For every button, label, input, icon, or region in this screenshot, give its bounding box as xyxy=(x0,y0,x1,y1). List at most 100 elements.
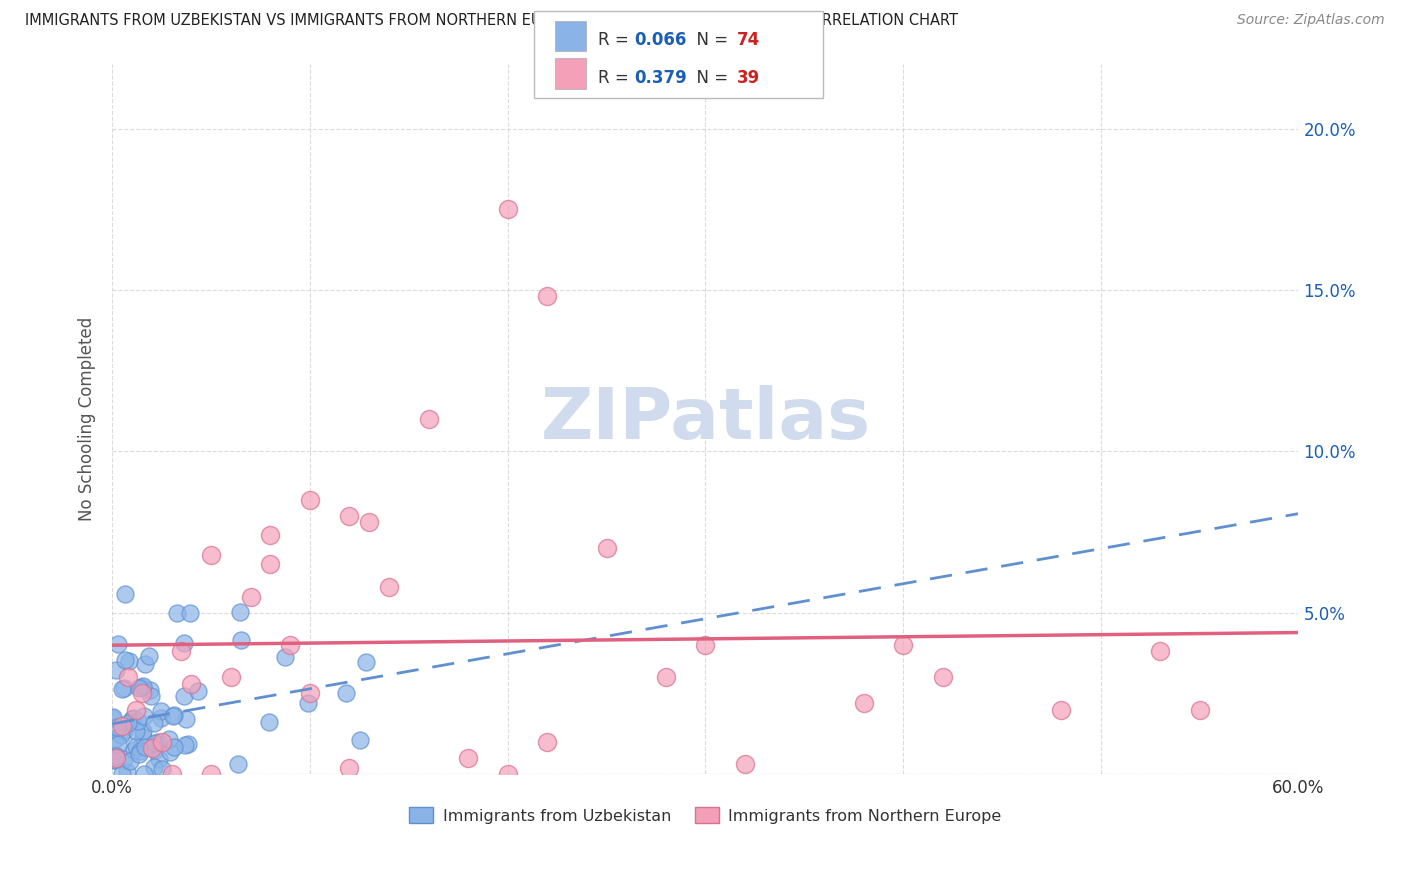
Point xyxy=(852,696,875,710)
Point xyxy=(187,684,209,698)
Point xyxy=(1188,702,1211,716)
Text: R =: R = xyxy=(598,31,634,49)
Point xyxy=(112,724,135,739)
Point xyxy=(125,739,148,753)
Point xyxy=(179,606,201,620)
Point xyxy=(132,730,155,744)
Point xyxy=(163,739,186,754)
Point xyxy=(536,735,558,749)
Point xyxy=(339,761,361,775)
Point xyxy=(157,731,180,746)
Point xyxy=(298,686,321,700)
Point xyxy=(110,728,132,742)
Point xyxy=(107,637,129,651)
Point xyxy=(111,681,134,696)
Text: R =: R = xyxy=(598,69,634,87)
Point xyxy=(173,635,195,649)
Point xyxy=(114,652,136,666)
Point xyxy=(111,719,134,733)
Point xyxy=(107,737,129,751)
Point xyxy=(117,670,139,684)
Text: 74: 74 xyxy=(737,31,761,49)
Point xyxy=(134,739,156,754)
Text: N =: N = xyxy=(686,69,734,87)
Text: 39: 39 xyxy=(737,69,761,87)
Point xyxy=(138,648,160,663)
Point xyxy=(378,580,401,594)
Point xyxy=(121,713,143,727)
Point xyxy=(128,681,150,696)
Point xyxy=(141,741,163,756)
Point xyxy=(103,754,125,768)
Point xyxy=(354,655,377,669)
Point xyxy=(359,516,381,530)
Point xyxy=(174,712,197,726)
Point xyxy=(143,736,166,750)
Point xyxy=(138,683,160,698)
Point xyxy=(150,763,173,777)
Point xyxy=(134,767,156,781)
Point xyxy=(231,632,253,647)
Point xyxy=(200,548,222,562)
Point xyxy=(129,680,152,694)
Point xyxy=(226,757,249,772)
Point xyxy=(104,747,127,762)
Point xyxy=(180,677,202,691)
Point xyxy=(132,679,155,693)
Point xyxy=(457,751,479,765)
Point xyxy=(132,708,155,723)
Point xyxy=(132,723,155,738)
Point xyxy=(141,689,163,703)
Point xyxy=(134,657,156,671)
Point xyxy=(734,757,756,772)
Point xyxy=(160,767,183,781)
Point xyxy=(297,696,319,710)
Point xyxy=(105,751,128,765)
Point xyxy=(103,753,125,767)
Point xyxy=(128,744,150,758)
Point xyxy=(1149,644,1171,658)
Point xyxy=(595,541,617,556)
Point xyxy=(1050,702,1073,716)
Point xyxy=(655,670,678,684)
Point xyxy=(257,715,280,730)
Text: Source: ZipAtlas.com: Source: ZipAtlas.com xyxy=(1237,13,1385,28)
Point xyxy=(278,638,301,652)
Point xyxy=(104,731,127,746)
Point xyxy=(117,654,139,668)
Point xyxy=(111,766,134,780)
Point xyxy=(259,558,281,572)
Point xyxy=(259,528,281,542)
Point xyxy=(101,709,124,723)
Point xyxy=(124,743,146,757)
Point xyxy=(125,702,148,716)
Text: 0.379: 0.379 xyxy=(634,69,688,87)
Point xyxy=(891,638,914,652)
Text: ZIPatlas: ZIPatlas xyxy=(540,384,870,454)
Point xyxy=(122,711,145,725)
Point xyxy=(112,751,135,765)
Point xyxy=(931,670,953,684)
Point xyxy=(115,765,138,780)
Point xyxy=(112,681,135,695)
Y-axis label: No Schooling Completed: No Schooling Completed xyxy=(79,317,96,521)
Point xyxy=(101,711,124,725)
Point xyxy=(274,650,297,665)
Point xyxy=(114,587,136,601)
Point xyxy=(143,743,166,757)
Text: 0.066: 0.066 xyxy=(634,31,686,49)
Point xyxy=(298,492,321,507)
Point xyxy=(125,723,148,738)
Point xyxy=(219,670,242,684)
Point xyxy=(142,759,165,773)
Point xyxy=(149,711,172,725)
Point xyxy=(148,735,170,749)
Point xyxy=(150,704,173,718)
Point xyxy=(163,707,186,722)
Point xyxy=(695,638,717,652)
Legend: Immigrants from Uzbekistan, Immigrants from Northern Europe: Immigrants from Uzbekistan, Immigrants f… xyxy=(402,801,1008,830)
Point xyxy=(105,720,128,734)
Text: N =: N = xyxy=(686,31,734,49)
Point xyxy=(131,686,153,700)
Point xyxy=(150,735,173,749)
